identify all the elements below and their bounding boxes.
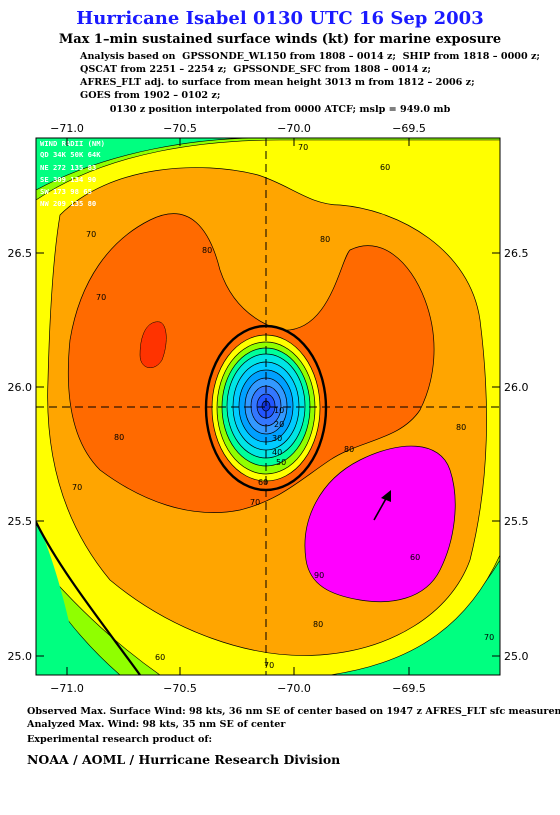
lat-label: 25.5	[8, 515, 33, 528]
position-note: 0130 z position interpolated from 0000 A…	[109, 104, 451, 115]
wind-contours	[36, 138, 500, 675]
contour-labels: 70 80 70 80 80 80 70 60 90 80 70 70 60 7…	[72, 143, 494, 670]
contour-label: 70	[250, 498, 260, 507]
lat-labels-left: 26.5 26.0 25.5 25.0	[8, 247, 33, 663]
max-wind-arrowhead	[381, 490, 391, 502]
lat-label: 26.0	[8, 381, 33, 394]
lon-label: −70.0	[277, 682, 311, 695]
wind-contour-50	[36, 521, 141, 675]
contour-label: 70	[86, 230, 96, 239]
contour-label: 70	[72, 483, 82, 492]
lon-label: −69.5	[392, 682, 426, 695]
contour-label: 20	[274, 420, 284, 429]
wind-region-sw	[36, 520, 80, 675]
lat-label: 25.0	[504, 650, 529, 663]
analysis-line: GOES from 1902 – 0102 z;	[80, 90, 221, 101]
lon-label: −70.5	[163, 122, 197, 135]
lat-label: 26.5	[8, 247, 33, 260]
lon-label: −70.0	[277, 122, 311, 135]
axis-ticks	[36, 138, 500, 675]
contour-label: 70	[484, 633, 494, 642]
lat-label: 25.0	[8, 650, 33, 663]
observed-max-wind: Observed Max. Surface Wind: 98 kts, 36 n…	[27, 706, 560, 717]
lat-labels-right: 26.5 26.0 25.5 25.0	[504, 247, 529, 663]
product-note: Experimental research product of:	[27, 734, 213, 745]
contour-label: 80	[344, 445, 354, 454]
contour-label: 40	[272, 448, 282, 457]
wind-radii-row: SW 173 98 65	[40, 187, 92, 196]
contour-label: 90	[314, 571, 324, 580]
lon-label: −71.0	[50, 122, 84, 135]
lat-label: 26.0	[504, 381, 529, 394]
contour-label: 60	[410, 553, 420, 562]
analysis-line: QSCAT from 2251 – 2254 z; GPSSONDE_SFC f…	[80, 64, 431, 75]
lon-label: −71.0	[50, 682, 84, 695]
plot-frame	[35, 137, 501, 676]
wind-max-nw	[139, 321, 167, 368]
wind-radii-header: WIND RADII (NM)	[40, 139, 105, 148]
contour-label: 70	[96, 293, 106, 302]
contour-label: 80	[313, 620, 323, 629]
contour-label: 60	[380, 163, 390, 172]
contour-label: 10	[274, 406, 284, 415]
map-subtitle: Max 1–min sustained surface winds (kt) f…	[58, 32, 502, 47]
wind-radii-row: SE 309 134 90	[40, 175, 96, 184]
map-title: Hurricane Isabel 0130 UTC 16 Sep 2003	[76, 8, 484, 29]
analysis-sources: Analysis based on GPSSONDE_WL150 from 18…	[80, 50, 550, 102]
contour-label: 70	[298, 143, 308, 152]
analysis-line: Analysis based on GPSSONDE_WL150 from 18…	[80, 51, 540, 62]
lon-label: −70.5	[163, 682, 197, 695]
contour-label: 80	[202, 246, 212, 255]
lat-label: 26.5	[504, 247, 529, 260]
organization-name: NOAA / AOML / Hurricane Research Divisio…	[27, 752, 341, 767]
contour-label: 70	[264, 661, 274, 670]
lon-labels-top: −71.0 −70.5 −70.0 −69.5	[50, 122, 426, 135]
contour-label: 60	[258, 478, 268, 487]
wind-region-100	[304, 445, 456, 603]
wind-radii-table: WIND RADII (NM) QD 34K 50K 64K NE 272 13…	[40, 139, 105, 208]
analysis-line: AFRES_FLT adj. to surface from mean heig…	[80, 77, 475, 88]
contour-label: 80	[320, 235, 330, 244]
wind-radii-row: NW 209 135 80	[40, 199, 96, 208]
lon-labels-bottom: −71.0 −70.5 −70.0 −69.5	[50, 682, 426, 695]
wind-radii-columns: QD 34K 50K 64K	[40, 150, 101, 159]
analyzed-max-wind: Analyzed Max. Wind: 98 kts, 35 nm SE of …	[27, 719, 286, 730]
lon-label: −69.5	[392, 122, 426, 135]
contour-label: 50	[276, 458, 286, 467]
contour-label: 80	[114, 433, 124, 442]
wind-radii-row: NE 272 135 83	[40, 163, 96, 172]
contour-label: 30	[272, 434, 282, 443]
contour-label: 80	[456, 423, 466, 432]
lat-label: 25.5	[504, 515, 529, 528]
contour-label: 60	[155, 653, 165, 662]
